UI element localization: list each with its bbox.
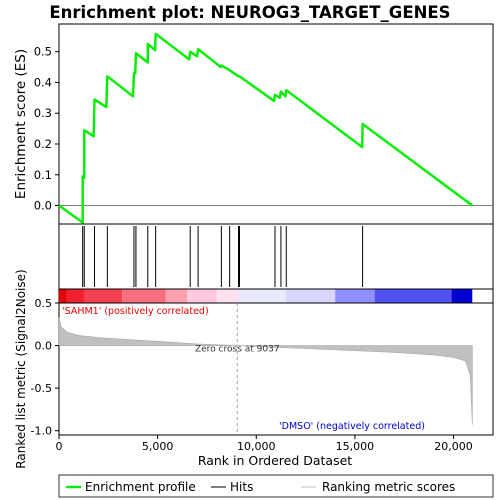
colorbar-segment bbox=[374, 289, 452, 303]
ranking-panel: 0.5 0.0 -0.5 -1.0 Zero cross at 9037 'SAHM1… bbox=[14, 269, 494, 469]
ranking-y-label: Ranked list metric (Signal2Noise) bbox=[14, 269, 28, 468]
ranking-metric-area bbox=[58, 317, 473, 425]
ranking-panel-frame bbox=[58, 302, 494, 436]
enrichment-y-tick-label: 0.4 bbox=[34, 75, 52, 89]
legend-ranking-label: Ranking metric scores bbox=[322, 480, 455, 494]
colorbar-segment bbox=[59, 289, 67, 303]
enrichment-panel-frame bbox=[58, 23, 494, 225]
x-tick-label: 15,000 bbox=[336, 440, 375, 453]
hit-markers bbox=[82, 226, 364, 287]
ranking-y-ticks: 0.5 0.0 -0.5 -1.0 bbox=[31, 297, 59, 438]
ranking-y-tick-label: -1.0 bbox=[31, 425, 52, 438]
x-tick-label: 5,000 bbox=[142, 440, 174, 453]
enrichment-profile-line bbox=[58, 32, 474, 224]
hits-panel-frame bbox=[58, 223, 494, 290]
x-tick-label: 0 bbox=[56, 440, 63, 453]
positive-correlation-label: 'SAHM1' (positively correlated) bbox=[62, 306, 209, 317]
zero-cross-label: Zero cross at 9037 bbox=[195, 345, 280, 355]
enrichment-y-tick-label: 0.3 bbox=[34, 106, 52, 120]
ranking-y-tick-label: 0.5 bbox=[35, 297, 53, 310]
legend-hits-label: Hits bbox=[230, 480, 253, 494]
enrichment-y-ticks: 0.0 0.1 0.2 0.3 0.4 0.5 bbox=[34, 45, 59, 213]
colorbar-segment bbox=[285, 289, 336, 303]
x-tick-label: 20,000 bbox=[434, 440, 473, 453]
colorbar-segment bbox=[335, 289, 375, 303]
colorbar-segment bbox=[84, 289, 123, 303]
enrichment-panel: 0.0 0.1 0.2 0.3 0.4 0.5 Enrichment score (ES) bbox=[13, 23, 494, 225]
colorbar-segment bbox=[451, 289, 473, 303]
x-tick-label: 10,000 bbox=[237, 440, 276, 453]
x-axis-label: Rank in Ordered Dataset bbox=[198, 453, 352, 468]
enrichment-y-tick-label: 0.0 bbox=[34, 199, 52, 213]
colorbar-segment bbox=[66, 289, 85, 303]
negative-correlation-label: 'DMSO' (negatively correlated) bbox=[279, 421, 425, 432]
ranking-colorbar bbox=[58, 288, 494, 304]
legend: Enrichment profile Hits Ranking metric s… bbox=[58, 474, 494, 498]
legend-enrichment-label: Enrichment profile bbox=[85, 480, 196, 494]
ranking-y-tick-label: 0.0 bbox=[35, 340, 53, 353]
legend-frame bbox=[58, 474, 494, 498]
ranking-y-tick-label: -0.5 bbox=[31, 382, 52, 395]
hits-panel bbox=[58, 223, 494, 290]
colorbar-segment bbox=[122, 289, 166, 303]
enrichment-y-tick-label: 0.2 bbox=[34, 137, 52, 151]
x-axis-ticks: 0 5,000 10,000 15,000 20,000 bbox=[56, 435, 473, 453]
enrichment-y-label: Enrichment score (ES) bbox=[13, 49, 29, 199]
enrichment-y-tick-label: 0.1 bbox=[34, 168, 52, 182]
colorbar-segment bbox=[216, 289, 239, 303]
colorbar-segment bbox=[238, 289, 286, 303]
chart-title: Enrichment plot: NEUROG3_TARGET_GENES bbox=[49, 3, 450, 22]
colorbar-segment bbox=[187, 289, 217, 303]
colorbar-segment bbox=[165, 289, 188, 303]
enrichment-y-tick-label: 0.5 bbox=[34, 45, 52, 59]
colorbar-segments bbox=[59, 289, 473, 303]
